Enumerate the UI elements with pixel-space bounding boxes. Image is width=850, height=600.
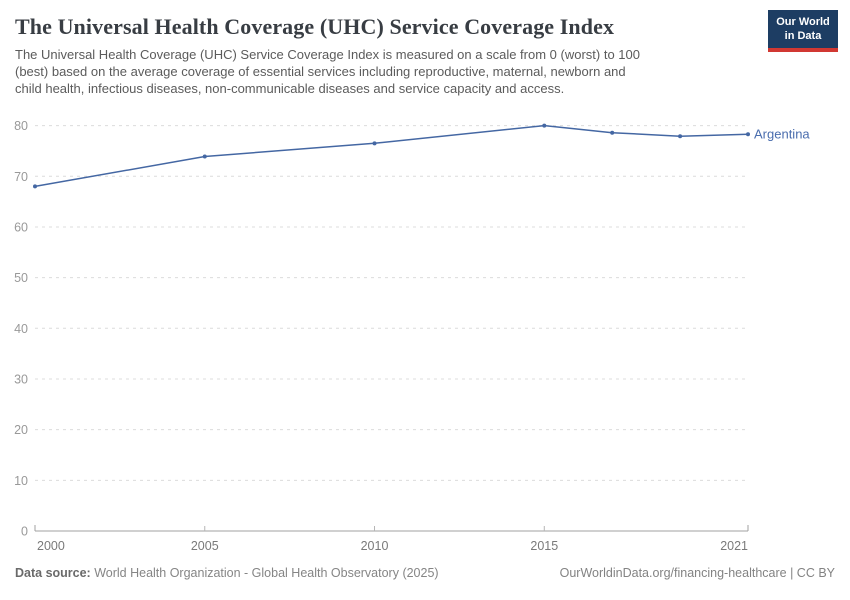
y-tick-label: 30 [14, 372, 28, 386]
data-line-argentina[interactable] [34, 124, 749, 188]
data-point-argentina-2021[interactable] [746, 132, 750, 137]
y-tick-label: 50 [14, 271, 28, 285]
data-point-argentina-2000[interactable] [33, 184, 37, 189]
owid-logo-line1: Our World [776, 16, 830, 28]
data-point-argentina-2005[interactable] [202, 154, 207, 159]
owid-logo[interactable]: Our World in Data [768, 10, 838, 52]
x-tick-label: 2005 [191, 539, 219, 553]
data-point-argentina-2017[interactable] [610, 130, 615, 135]
data-point-argentina-2010[interactable] [372, 141, 377, 146]
x-tick-label: 2021 [720, 539, 748, 553]
data-source-text: World Health Organization - Global Healt… [90, 566, 439, 580]
y-tick-label: 0 [21, 525, 28, 539]
data-source-label: Data source: [15, 566, 91, 580]
y-tick-label: 10 [14, 474, 28, 488]
y-tick-label: 60 [14, 220, 28, 234]
chart-title: The Universal Health Coverage (UHC) Serv… [15, 14, 615, 39]
y-tick-label: 20 [14, 423, 28, 437]
chart-footer: Data source: World Health Organization -… [15, 566, 835, 580]
y-tick-label: 70 [14, 170, 28, 184]
chart-subtitle: The Universal Health Coverage (UHC) Serv… [15, 47, 640, 97]
owid-credit-link[interactable]: OurWorldinData.org/financing-healthcare … [559, 566, 835, 580]
data-point-argentina-2015[interactable] [542, 123, 547, 128]
y-tick-label: 40 [14, 322, 28, 336]
data-source-note: Data source: World Health Organization -… [15, 566, 439, 580]
chart-header: The Universal Health Coverage (UHC) Serv… [0, 0, 850, 98]
x-tick-label: 2000 [37, 539, 65, 553]
x-tick-label: 2010 [361, 539, 389, 553]
series-label-argentina: Argentina [754, 127, 810, 142]
y-tick-label: 80 [14, 119, 28, 133]
owid-logo-line2: in Data [784, 30, 822, 43]
x-tick-label: 2015 [530, 539, 558, 553]
data-point-argentina-2019[interactable] [678, 134, 683, 139]
